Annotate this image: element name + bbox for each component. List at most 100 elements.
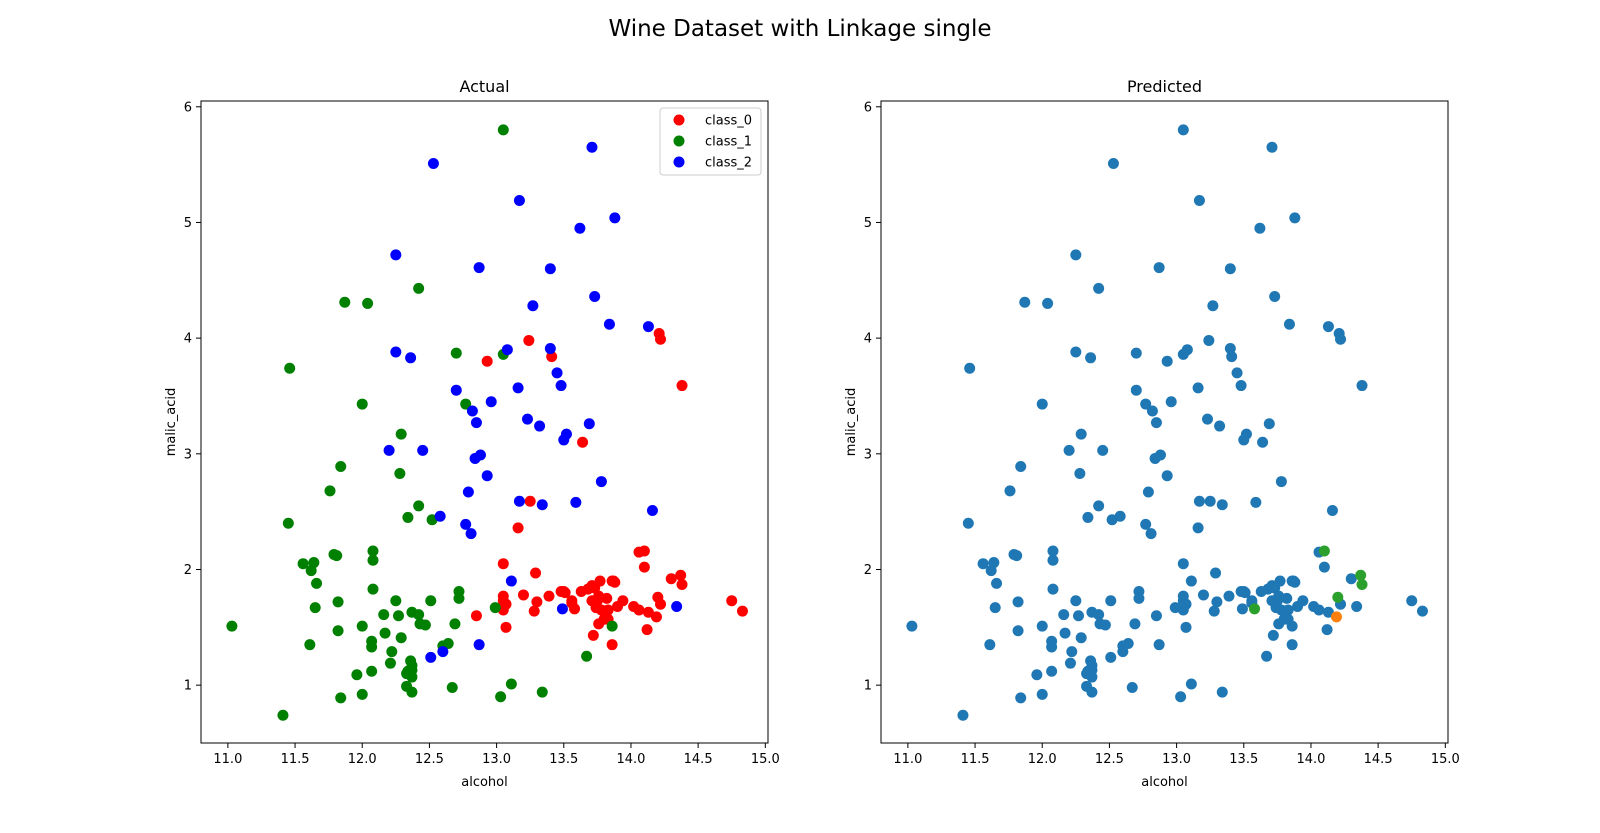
data-point: [1204, 495, 1216, 507]
data-point: [555, 380, 567, 392]
data-point: [989, 602, 1001, 614]
x-tick-label: 12.5: [415, 752, 444, 767]
data-point: [1114, 510, 1126, 522]
data-point: [226, 620, 238, 632]
data-point: [473, 639, 485, 651]
data-point: [1261, 650, 1273, 662]
data-point: [607, 575, 619, 587]
data-point: [1235, 380, 1247, 392]
data-point: [1074, 467, 1086, 479]
data-point: [595, 476, 607, 488]
data-point: [606, 620, 618, 632]
data-point: [558, 434, 570, 446]
data-point: [505, 678, 517, 690]
data-point: [594, 575, 606, 587]
data-point: [1181, 344, 1193, 356]
data-point: [1130, 384, 1142, 396]
data-point: [1142, 486, 1154, 498]
axes-frame-actual: [200, 100, 769, 744]
marks-actual: [226, 124, 748, 721]
y-tick-label: 1: [864, 679, 872, 694]
data-point: [1283, 318, 1295, 330]
axes-frame-predicted: [880, 100, 1449, 744]
data-point: [308, 557, 320, 569]
data-point: [559, 587, 571, 599]
data-point: [481, 355, 493, 367]
data-point: [1273, 590, 1285, 602]
data-point: [524, 495, 536, 507]
data-point: [671, 601, 683, 612]
data-point: [367, 545, 379, 557]
data-point: [528, 605, 540, 617]
data-point: [1416, 605, 1428, 617]
data-point: [646, 504, 658, 516]
data-point: [1266, 141, 1278, 153]
y-tick-label: 3: [864, 447, 872, 462]
data-point: [593, 590, 605, 602]
y-tick-label: 5: [184, 216, 192, 231]
data-point: [1275, 476, 1287, 488]
data-point: [413, 500, 425, 512]
y-tick-label: 3: [184, 447, 192, 462]
legend-actual: class_0 class_1 class_2: [659, 107, 762, 176]
data-point: [984, 639, 996, 651]
legend-label-class-0: class_0: [705, 114, 752, 129]
data-point: [1274, 575, 1286, 587]
data-point: [1129, 618, 1141, 630]
data-point: [427, 157, 439, 169]
data-point: [633, 604, 645, 616]
data-point: [367, 583, 379, 595]
plot-actual: Actual 11.0 11.5 12.0 12.5 13.0 13.5 14.0 14.5 1…: [164, 77, 780, 790]
data-point: [1086, 686, 1098, 698]
data-point: [957, 709, 969, 721]
data-point: [1140, 518, 1152, 530]
data-point: [1133, 592, 1145, 604]
data-point: [655, 333, 667, 345]
data-point: [419, 619, 431, 631]
data-point: [1099, 619, 1111, 631]
data-point: [1146, 405, 1158, 417]
data-point: [485, 396, 497, 408]
data-point: [413, 609, 425, 621]
data-point: [1130, 347, 1142, 359]
data-point: [1075, 428, 1087, 440]
data-point: [977, 558, 989, 570]
data-point: [1140, 398, 1152, 410]
data-point: [356, 620, 368, 632]
data-point: [1356, 579, 1368, 591]
data-point: [1070, 595, 1082, 607]
data-point: [1286, 639, 1298, 651]
data-point: [1239, 587, 1251, 599]
data-point: [1012, 596, 1024, 608]
x-tick-label: 15.0: [751, 752, 780, 767]
data-point: [1082, 511, 1094, 523]
data-point: [1257, 436, 1269, 448]
data-point: [602, 604, 614, 616]
data-point: [501, 344, 513, 356]
legend-label-class-1: class_1: [705, 135, 752, 150]
data-point: [1047, 583, 1059, 595]
data-point: [1345, 573, 1357, 585]
data-point: [964, 362, 976, 374]
data-point: [1165, 396, 1177, 408]
y-tick-label: 2: [864, 563, 872, 578]
x-tick-label: 11.5: [281, 752, 310, 767]
data-point: [297, 558, 309, 570]
data-point: [450, 347, 462, 359]
data-point: [390, 346, 402, 358]
data-point: [384, 657, 396, 669]
data-point: [1203, 334, 1215, 346]
data-point: [1011, 550, 1023, 562]
data-point: [437, 646, 449, 658]
data-point: [332, 596, 344, 608]
y-tick-label: 5: [864, 216, 872, 231]
data-point: [1335, 333, 1347, 345]
data-point: [1202, 413, 1213, 425]
legend-marker-class-2: [673, 156, 685, 168]
data-point: [1269, 290, 1281, 302]
plot-title-predicted: Predicted: [1127, 77, 1202, 96]
legend-label-class-2: class_2: [705, 156, 752, 171]
data-point: [1105, 651, 1117, 663]
data-point: [1197, 589, 1209, 601]
